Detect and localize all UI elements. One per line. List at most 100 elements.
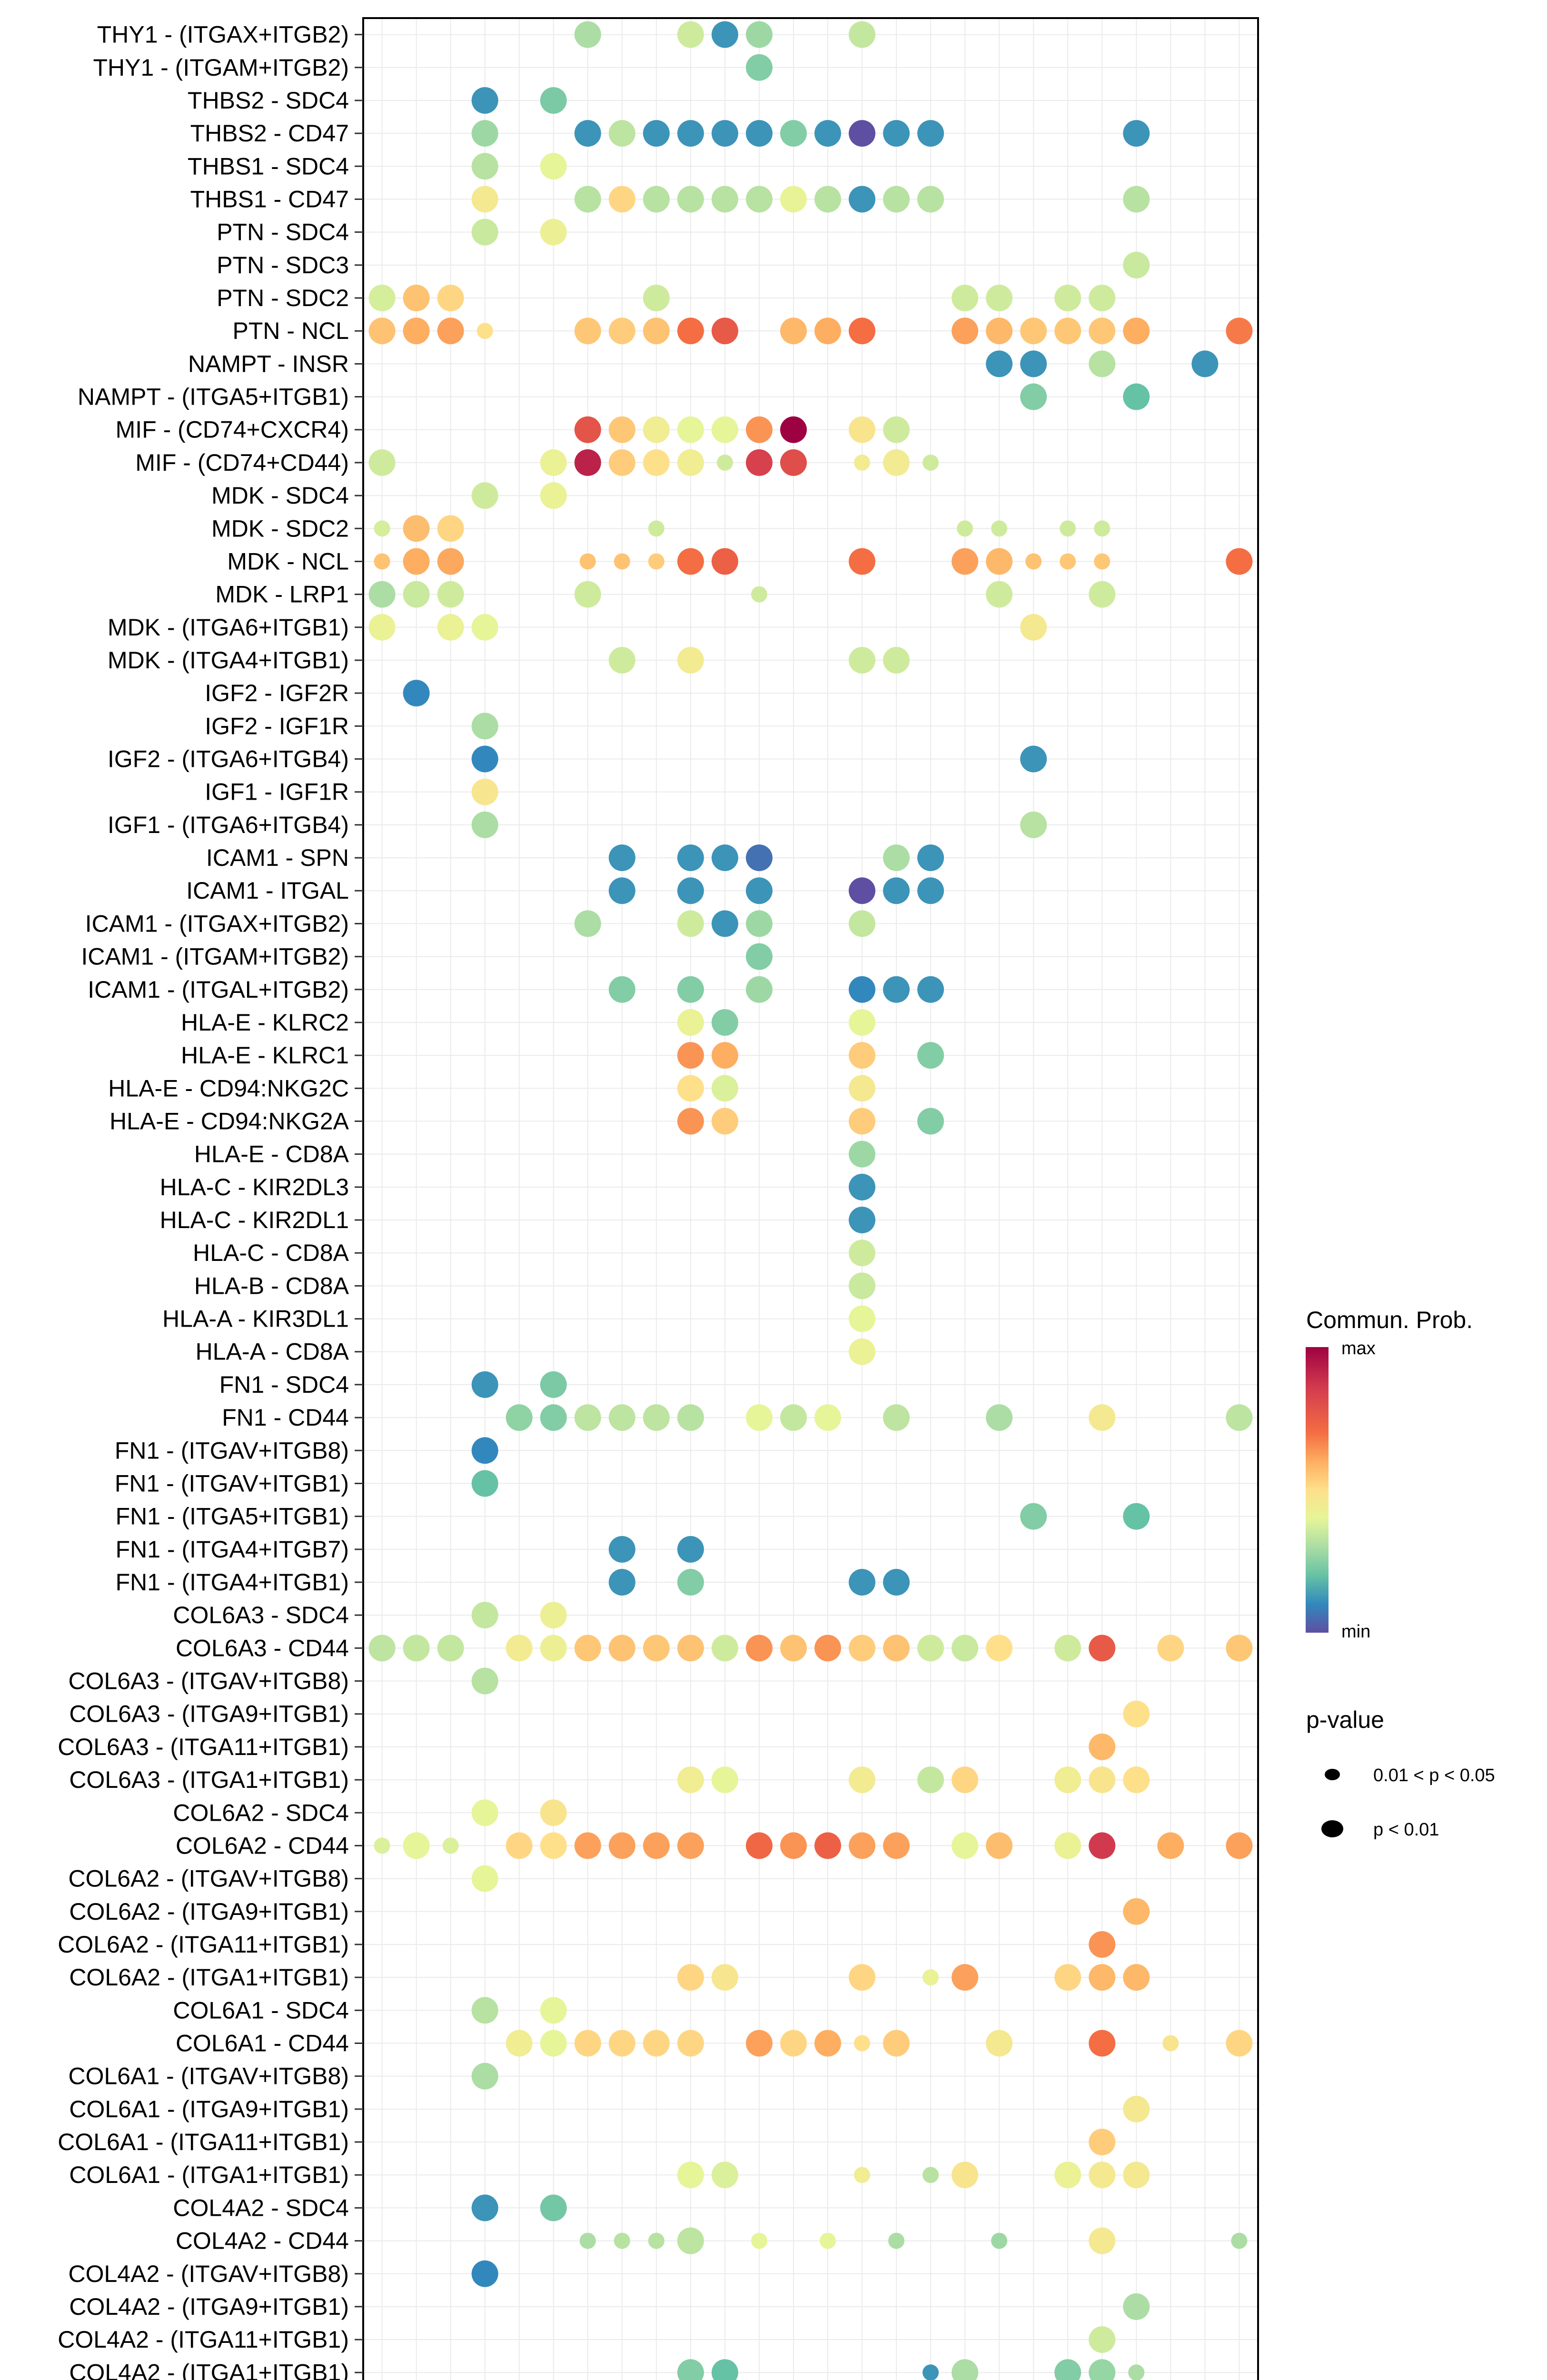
dot-point [780,1832,807,1859]
dot-point [1054,2162,1081,2189]
y-tick-label: PTN - SDC4 [217,219,349,246]
dot-point [849,21,876,48]
dot-point [1123,1766,1150,1794]
dot-point [991,2232,1008,2249]
dot-point [574,317,601,345]
dot-point [608,120,635,147]
dot-point [780,186,807,213]
dot-point [1054,1635,1081,1662]
dot-point [814,1635,842,1662]
dot-point [1226,548,1253,575]
y-tick-label: HLA-E - CD94:NKG2A [109,1108,349,1134]
y-tick-label: COL4A2 - (ITGA1+ITGB1) [69,2359,349,2380]
dot-point [751,586,767,603]
dot-point [677,976,704,1003]
dot-point [1060,520,1076,537]
dot-point [677,2359,704,2380]
dot-point [917,844,944,872]
dot-point [643,449,670,476]
y-tick-label: COL4A2 - (ITGA11+ITGB1) [58,2326,349,2353]
dot-point [917,877,944,904]
dot-point [849,646,876,674]
dot-point [1226,317,1253,345]
dot-point [1054,1832,1081,1859]
size-legend-large-label: p < 0.01 [1373,1820,1439,1840]
dot-point [471,1997,498,2024]
dot-point [917,1635,944,1662]
y-tick-label: IGF1 - (ITGA6+ITGB4) [108,812,349,838]
dot-point [677,186,704,213]
dot-point [471,2194,498,2221]
dot-point [952,2162,979,2189]
dot-point [883,1569,910,1596]
dot-point [849,910,876,937]
dot-point [608,1635,635,1662]
dot-point [1054,2359,1081,2380]
y-tick-label: COL4A2 - SDC4 [173,2194,349,2221]
dot-point [506,1404,533,1431]
y-tick-label: HLA-B - CD8A [194,1272,349,1299]
y-tick-label: COL6A3 - CD44 [176,1635,349,1661]
dot-point [677,1766,704,1794]
dot-point [643,317,670,345]
y-tick-label: COL6A3 - (ITGA1+ITGB1) [69,1766,349,1793]
dot-point [368,317,396,345]
y-tick-label: COL6A2 - CD44 [176,1832,349,1859]
dot-point [437,548,464,575]
dot-point [952,1964,979,1991]
y-tick-label: COL6A3 - (ITGA9+ITGB1) [69,1701,349,1727]
dot-point [986,581,1013,608]
dot-point [1123,186,1150,213]
dot-point [574,186,601,213]
dot-point [677,2030,704,2057]
legend: Commun. Prob. max min p-value 0.01 < p <… [1306,1307,1495,1840]
dot-point [1020,614,1047,641]
dot-point [711,2359,738,2380]
dot-point [368,1635,396,1662]
dot-point [952,1766,979,1794]
dot-point [711,1009,738,1036]
dot-point [780,1404,807,1431]
dot-point [368,581,396,608]
dot-point [745,877,773,904]
dot-point [1089,581,1116,608]
dot-point [849,1272,876,1299]
dot-point [986,317,1013,345]
dot-point [403,581,430,608]
dot-point [711,186,738,213]
dot-point [922,2167,939,2183]
dot-point [986,548,1013,575]
dot-point [922,1969,939,1986]
dot-point [677,2227,704,2254]
dot-point [677,1832,704,1859]
dot-point [986,350,1013,377]
dot-point [437,581,464,608]
dot-point [574,449,601,476]
dot-point [1089,2030,1116,2057]
dot-point [471,1602,498,1629]
dot-point [1020,383,1047,410]
dot-point [1094,553,1111,570]
y-tick-label: HLA-C - CD8A [193,1240,349,1266]
dot-point [1020,811,1047,838]
dot-point [643,416,670,443]
dot-point [608,1569,635,1596]
dot-point [506,2030,533,2057]
y-tick-label: MDK - SDC4 [211,482,349,509]
dot-point [1226,1832,1253,1859]
y-tick-label: FN1 - (ITGA4+ITGB7) [116,1536,349,1563]
y-tick-label: THY1 - (ITGAX+ITGB2) [97,21,349,48]
dot-point [476,323,493,339]
dot-point [574,2030,601,2057]
dot-point [883,1635,910,1662]
dot-point [677,449,704,476]
dot-point [814,1404,842,1431]
dot-point [608,844,635,872]
dot-point [854,2167,871,2183]
dot-point [1089,317,1116,345]
dot-point [745,416,773,443]
dot-point [1020,745,1047,773]
dot-point [540,2030,567,2057]
dot-point [1123,120,1150,147]
dot-point [1123,251,1150,278]
